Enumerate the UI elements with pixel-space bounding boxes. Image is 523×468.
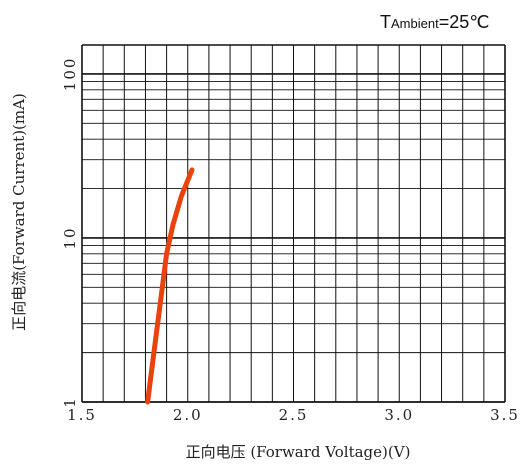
y-tick-label: 10 bbox=[61, 226, 79, 249]
y-ticks: 1 10 100 bbox=[61, 57, 79, 408]
x-axis-label: 正向电压 (Forward Voltage)(V) bbox=[186, 443, 411, 461]
x-tick-label: 2.0 bbox=[173, 406, 203, 424]
x-tick-label: 1.5 bbox=[67, 406, 97, 424]
y-tick-label: 100 bbox=[61, 57, 79, 92]
y-tick-label: 1 bbox=[61, 396, 79, 408]
y-axis-label: 正向电流(Forward Current)(mA) bbox=[10, 93, 28, 331]
grid bbox=[81, 44, 506, 403]
series-layer bbox=[145, 167, 195, 405]
x-tick-label: 3.0 bbox=[384, 406, 414, 424]
ambient-condition: TAmbient=25℃ bbox=[380, 12, 489, 32]
series-line bbox=[145, 167, 195, 405]
x-tick-label: 3.5 bbox=[490, 406, 520, 424]
x-ticks: 1.5 2.0 2.5 3.0 3.5 bbox=[67, 406, 520, 424]
x-tick-label: 2.5 bbox=[279, 406, 309, 424]
